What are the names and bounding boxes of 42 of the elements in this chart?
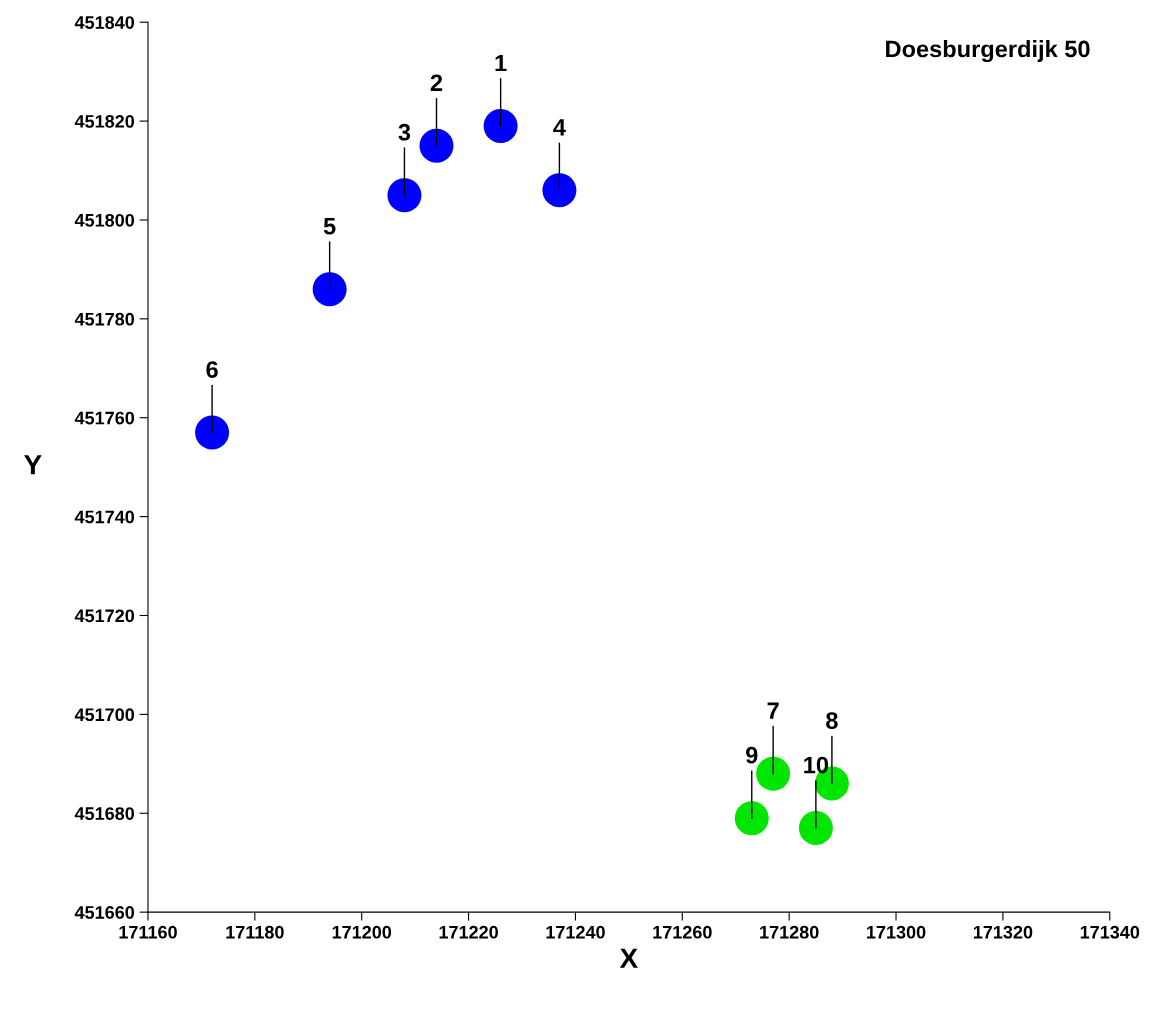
- point: [195, 415, 230, 450]
- text: Doesburgerdijk 50: [886, 40, 1090, 63]
- point: [312, 272, 347, 307]
- point: [387, 178, 422, 213]
- annotation: 9: [746, 746, 758, 764]
- x-tick-label: 171280: [760, 925, 819, 939]
- point: [419, 128, 454, 163]
- y-tick-label: 451660: [74, 906, 135, 919]
- x-tick-label: 171320: [973, 925, 1033, 939]
- x-tick-label: 171240: [546, 925, 605, 939]
- point: [542, 173, 577, 208]
- x-tick-label: 171180: [226, 925, 284, 939]
- point: [798, 811, 833, 846]
- y-tick-label: 451680: [74, 807, 135, 820]
- x-tick-label: 171200: [332, 925, 392, 939]
- annotation: 1: [495, 54, 507, 72]
- annotation: 5: [323, 218, 336, 235]
- x-tick-label: 171220: [439, 925, 498, 939]
- y-tick-label: 451700: [74, 708, 135, 722]
- y-axis-title: Y: [24, 455, 42, 475]
- point: [483, 109, 518, 144]
- annotation: 10: [804, 756, 829, 774]
- annotation: 3: [398, 123, 411, 141]
- annotation: 6: [206, 361, 218, 378]
- annotation: 2: [430, 74, 443, 91]
- annotation: 4: [553, 119, 566, 136]
- y-tick-label: 451840: [74, 16, 135, 29]
- y-tick-label: 451780: [74, 312, 135, 326]
- point: [734, 801, 769, 836]
- annotation: 7: [767, 702, 779, 719]
- point: [756, 756, 791, 791]
- y-tick-label: 451740: [74, 510, 135, 524]
- x-tick-label: 171300: [867, 925, 926, 939]
- x-tick-label: 171260: [653, 925, 712, 939]
- y-tick-label: 451820: [74, 115, 135, 128]
- x-tick-label: 171160: [119, 925, 177, 939]
- y-tick-label: 451800: [74, 213, 135, 227]
- x-axis-title: X: [619, 948, 638, 968]
- x-tick-label: 171340: [1080, 925, 1140, 939]
- annotation: 8: [826, 712, 838, 729]
- y-tick-label: 451720: [74, 609, 135, 623]
- y-tick-label: 451760: [74, 411, 135, 425]
